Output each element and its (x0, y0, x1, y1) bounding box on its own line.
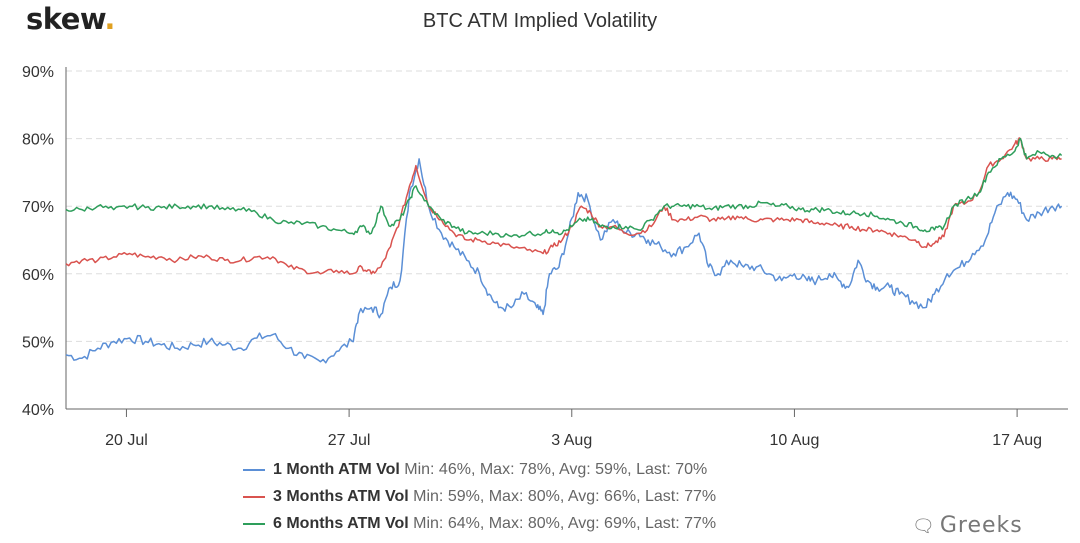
axes: 40% 50% 60% 70% 80% 90% 20 Jul 27 Jul 3 Aug 10 Au… (22, 64, 1068, 449)
legend-item-6-months[interactable]: 6 Months ATM Vol Min: 64%, Max: 80%, Avg… (243, 515, 716, 533)
legend-name: 6 Months ATM Vol (273, 515, 409, 532)
x-tick-label: 20 Jul (105, 432, 148, 449)
watermark: 🗨 Greeks (912, 513, 1023, 538)
legend-item-1-month[interactable]: 1 Month ATM Vol Min: 46%, Max: 78%, Avg:… (243, 461, 707, 479)
x-tick-label: 17 Aug (992, 432, 1042, 449)
legend-stats: Min: 64%, Max: 80%, Avg: 69%, Last: 77% (413, 515, 717, 532)
x-tick-label: 3 Aug (551, 432, 592, 449)
logo-dot: . (104, 2, 115, 36)
y-tick-label: 90% (22, 64, 54, 81)
chart-title: BTC ATM Implied Volatility (422, 10, 658, 32)
gridlines (66, 70, 1068, 342)
watermark-text: Greeks (939, 513, 1023, 538)
legend-name: 3 Months ATM Vol (273, 488, 409, 505)
y-tick-label: 80% (22, 132, 54, 149)
x-tick-label: 10 Aug (770, 432, 820, 449)
y-tick-label: 50% (22, 334, 54, 351)
legend-name: 1 Month ATM Vol (273, 461, 400, 478)
chat-bubble-icon: 🗨 (912, 516, 936, 537)
legend-stats: Min: 46%, Max: 78%, Avg: 59%, Last: 70% (404, 461, 708, 478)
legend-swatch-6-months (243, 522, 265, 525)
skew-logo: skew. (26, 2, 115, 36)
series-lines (65, 137, 1063, 364)
series-line-2 (65, 137, 1062, 275)
y-tick-label: 60% (22, 267, 54, 284)
series-line-3 (65, 137, 1063, 239)
legend-item-3-months[interactable]: 3 Months ATM Vol Min: 59%, Max: 80%, Avg… (243, 488, 716, 506)
legend-stats: Min: 59%, Max: 80%, Avg: 66%, Last: 77% (413, 488, 717, 505)
legend-swatch-3-months (243, 495, 265, 498)
y-tick-label: 70% (22, 199, 54, 216)
y-tick-label: 40% (22, 402, 54, 419)
series-line-1 (65, 158, 1063, 364)
x-tick-label: 27 Jul (328, 432, 371, 449)
logo-text: skew (26, 2, 105, 36)
legend-swatch-1-month (243, 468, 265, 471)
